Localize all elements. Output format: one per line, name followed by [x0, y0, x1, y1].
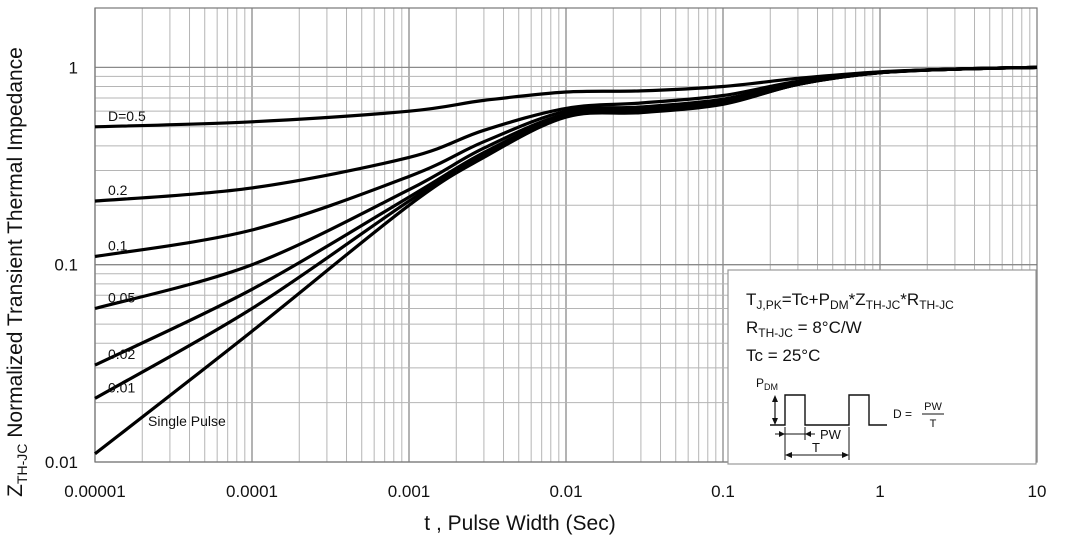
- y-tick-label: 0.01: [45, 453, 78, 472]
- x-tick-label: 0.001: [388, 482, 431, 501]
- y-tick-label: 1: [69, 58, 78, 77]
- curve-labels: D=0.5 0.2 0.1 0.05 0.02 0.01 Single Pulse: [108, 108, 226, 429]
- pw-arrow-head-left: [779, 431, 785, 437]
- series-line-single-pulse: [94, 65, 1038, 456]
- formula-line: TJ,PK=Tc+PDM*ZTH-JC*RTH-JC: [746, 290, 954, 312]
- series-label: 0.05: [108, 289, 135, 305]
- x-tick-label: 0.01: [549, 482, 582, 501]
- x-tick-label: 0.1: [711, 482, 735, 501]
- t-arrow-head-left: [785, 452, 792, 458]
- series-label: Single Pulse: [148, 413, 226, 429]
- pw-arrow-head-right: [805, 431, 811, 437]
- duty-denominator: T: [930, 418, 937, 430]
- pdm-label: PDM: [756, 376, 778, 392]
- pdm-arrow-head-top: [772, 395, 778, 402]
- pw-label: PW: [820, 427, 842, 442]
- t-label: T: [812, 440, 820, 455]
- pulse-waveform: [770, 394, 887, 426]
- series-label: 0.1: [108, 238, 128, 254]
- series-label: D=0.5: [108, 108, 146, 124]
- tc-line: Tc = 25°C: [746, 346, 820, 365]
- x-axis-label: t , Pulse Width (Sec): [424, 512, 615, 535]
- series-label: 0.01: [108, 379, 135, 395]
- t-arrow-head-right: [842, 452, 849, 458]
- x-tick-label: 0.0001: [226, 482, 278, 501]
- series-layer: [94, 65, 1038, 456]
- pdm-arrow-head-bottom: [772, 418, 778, 425]
- tick-labels: 0.00001 0.0001 0.001 0.01 0.1 1 10 0.01 0.1 1: [45, 58, 1047, 501]
- x-tick-label: 0.00001: [64, 482, 125, 501]
- x-tick-label: 10: [1028, 482, 1047, 501]
- rth-line: RTH-JC = 8°C/W: [746, 318, 862, 340]
- series-label: 0.02: [108, 346, 135, 362]
- duty-eq-label: D =: [893, 407, 912, 421]
- x-tick-label: 1: [875, 482, 884, 501]
- y-tick-label: 0.1: [54, 256, 78, 275]
- annotation-box: TJ,PK=Tc+PDM*ZTH-JC*RTH-JC RTH-JC = 8°C/…: [727, 269, 1037, 465]
- plot-frame: [94, 7, 1038, 463]
- duty-numerator: PW: [924, 401, 942, 413]
- series-label: 0.2: [108, 182, 128, 198]
- y-axis-label: ZTH-JC Normalized Transient Thermal Impe…: [4, 47, 30, 497]
